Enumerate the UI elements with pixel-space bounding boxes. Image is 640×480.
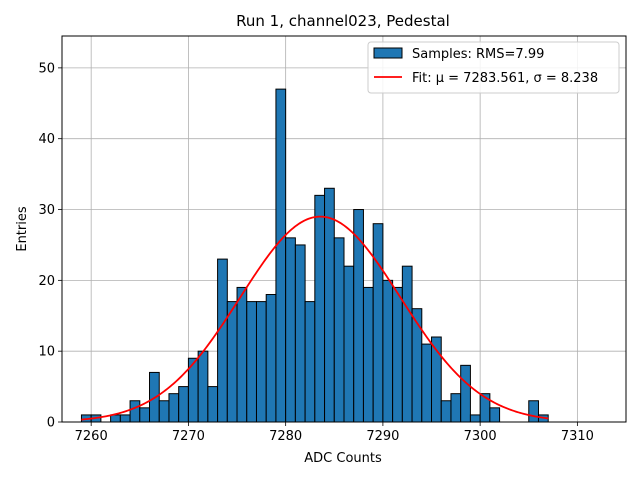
histogram-bar <box>158 400 170 423</box>
histogram-bar <box>528 400 539 423</box>
histogram-bar <box>343 265 355 423</box>
histogram-bar <box>217 258 228 423</box>
histogram-bar <box>246 301 257 423</box>
histogram-bar <box>236 286 248 423</box>
y-tick-label: 40 <box>38 132 55 147</box>
histogram-bar <box>314 194 326 423</box>
histogram-bar <box>304 301 316 423</box>
histogram-bar <box>197 350 209 423</box>
histogram-bar <box>207 386 219 423</box>
axis-ticks: 7260 7270 7280 7290 7300 7310 0 10 20 30 40 50 <box>38 61 593 444</box>
histogram-bar <box>469 414 481 423</box>
x-tick-label: 7300 <box>464 429 497 444</box>
histogram-bar <box>294 244 306 423</box>
x-tick-label: 7280 <box>269 429 302 444</box>
fit-curve-layer <box>81 215 549 421</box>
histogram-bar <box>392 286 403 423</box>
x-axis-label: ADC Counts <box>304 451 382 466</box>
y-tick-label: 0 <box>47 416 55 431</box>
histogram-bar <box>226 301 238 423</box>
x-tick-label: 7270 <box>172 429 205 444</box>
legend: Samples: RMS=7.99 Fit: μ = 7283.561, σ =… <box>367 41 620 94</box>
histogram-bar <box>489 407 501 423</box>
histogram-bar <box>421 343 433 423</box>
x-tick-label: 7310 <box>561 429 594 444</box>
histogram-bar <box>324 187 335 423</box>
histogram-bar <box>460 364 471 423</box>
histogram-bar <box>285 237 296 423</box>
histogram-bar <box>265 294 277 423</box>
histogram-bar <box>255 301 267 423</box>
histogram-bar <box>333 237 345 423</box>
y-tick-label: 50 <box>38 61 55 76</box>
x-tick-label: 7290 <box>366 429 399 444</box>
histogram-bar <box>411 308 423 423</box>
legend-histogram-swatch <box>373 47 403 59</box>
fit-curve <box>81 215 549 421</box>
y-tick-label: 20 <box>38 274 55 289</box>
histogram-bar <box>401 265 413 423</box>
x-tick-label: 7260 <box>75 429 108 444</box>
histogram-bar <box>139 407 151 423</box>
histogram-bar <box>382 279 394 423</box>
histogram-bars <box>80 88 549 423</box>
y-tick-label: 30 <box>38 203 55 218</box>
histogram-bar <box>168 393 180 423</box>
histogram-bar <box>372 223 384 423</box>
histogram-bar <box>275 88 287 423</box>
histogram-bar <box>450 393 462 423</box>
y-tick-label: 10 <box>38 345 55 360</box>
histogram-bar <box>362 286 374 423</box>
legend-fit-label: Fit: μ = 7283.561, σ = 8.238 <box>412 71 598 86</box>
histogram-bar <box>129 400 141 423</box>
legend-box <box>367 41 620 94</box>
histogram-bar <box>178 386 189 423</box>
y-axis-label: Entries <box>15 206 30 252</box>
legend-histogram-label: Samples: RMS=7.99 <box>412 47 544 62</box>
plot-frame <box>61 35 627 423</box>
histogram-bar <box>440 400 452 423</box>
histogram-bar <box>119 414 131 423</box>
chart-title: Run 1, channel023, Pedestal <box>236 12 450 30</box>
histogram-bar <box>110 414 121 423</box>
